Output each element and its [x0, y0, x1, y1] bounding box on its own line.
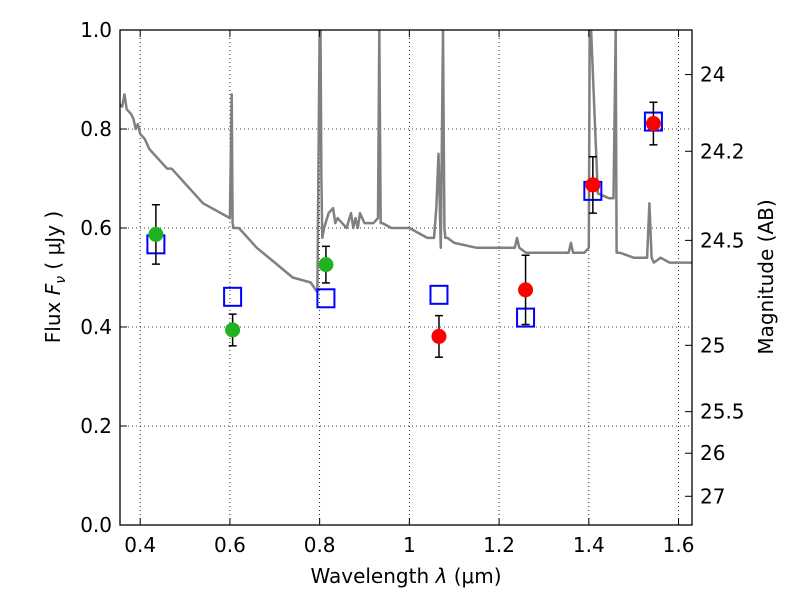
- x-tick-label-0_8: 0.8: [304, 533, 336, 557]
- y2-tick-label-27: 27: [700, 484, 725, 508]
- y2-tick-label-24: 24: [700, 63, 725, 87]
- plot-area: [120, 30, 692, 358]
- x-tick-label-1_4: 1.4: [573, 533, 605, 557]
- y-tick-label-0_4: 0.4: [80, 315, 112, 339]
- x-tick-label-0_6: 0.6: [214, 533, 246, 557]
- x-tick-label-0_4: 0.4: [124, 533, 156, 557]
- y-tick-label-0_6: 0.6: [80, 216, 112, 240]
- x-tick-label-1: 1: [403, 533, 416, 557]
- red-point-1: [518, 282, 534, 298]
- y2-tick-label-25: 25: [700, 333, 725, 357]
- green-point-2: [318, 257, 334, 273]
- x-axis-label: Wavelength λ (μm): [310, 564, 501, 588]
- y-tick-label-0: 0.0: [80, 513, 112, 537]
- red-point-3: [645, 116, 661, 132]
- spectrum-line: [120, 30, 692, 294]
- y2-tick-label-24_2: 24.2: [700, 139, 745, 163]
- x-tick-label-1_2: 1.2: [483, 533, 515, 557]
- y-tick-label-0_2: 0.2: [80, 414, 112, 438]
- model-square-3: [429, 284, 449, 305]
- y2-tick-label-24_5: 24.5: [700, 228, 745, 252]
- y2-axis-label: Magnitude (AB): [754, 199, 778, 354]
- y2-tick-label-26: 26: [700, 441, 725, 465]
- y-tick-label-1: 1.0: [80, 18, 112, 42]
- grid-lines: [120, 29, 692, 526]
- y2-tick-label-25_5: 25.5: [700, 400, 745, 424]
- spectrum-layer: [120, 30, 692, 294]
- green-point-0: [148, 226, 164, 242]
- y-tick-label-0_8: 0.8: [80, 117, 112, 141]
- y-axis-label: Flux Fν ( μJy ): [41, 211, 69, 343]
- red-point-2: [585, 177, 601, 193]
- x-tick-label-1_6: 1.6: [663, 533, 695, 557]
- red-point-0: [431, 328, 447, 344]
- plot-frame: [119, 29, 693, 526]
- ticks-layer: 0.4 0.6 0.8 1 1.2 1.4 1.6 0.0 0.2 0.4 0.6 0.8 1.0 24 2…: [80, 18, 744, 557]
- model-square-1: [223, 286, 243, 307]
- green-point-1: [225, 322, 241, 338]
- model-square-2: [316, 288, 336, 309]
- points-layer: [146, 101, 663, 358]
